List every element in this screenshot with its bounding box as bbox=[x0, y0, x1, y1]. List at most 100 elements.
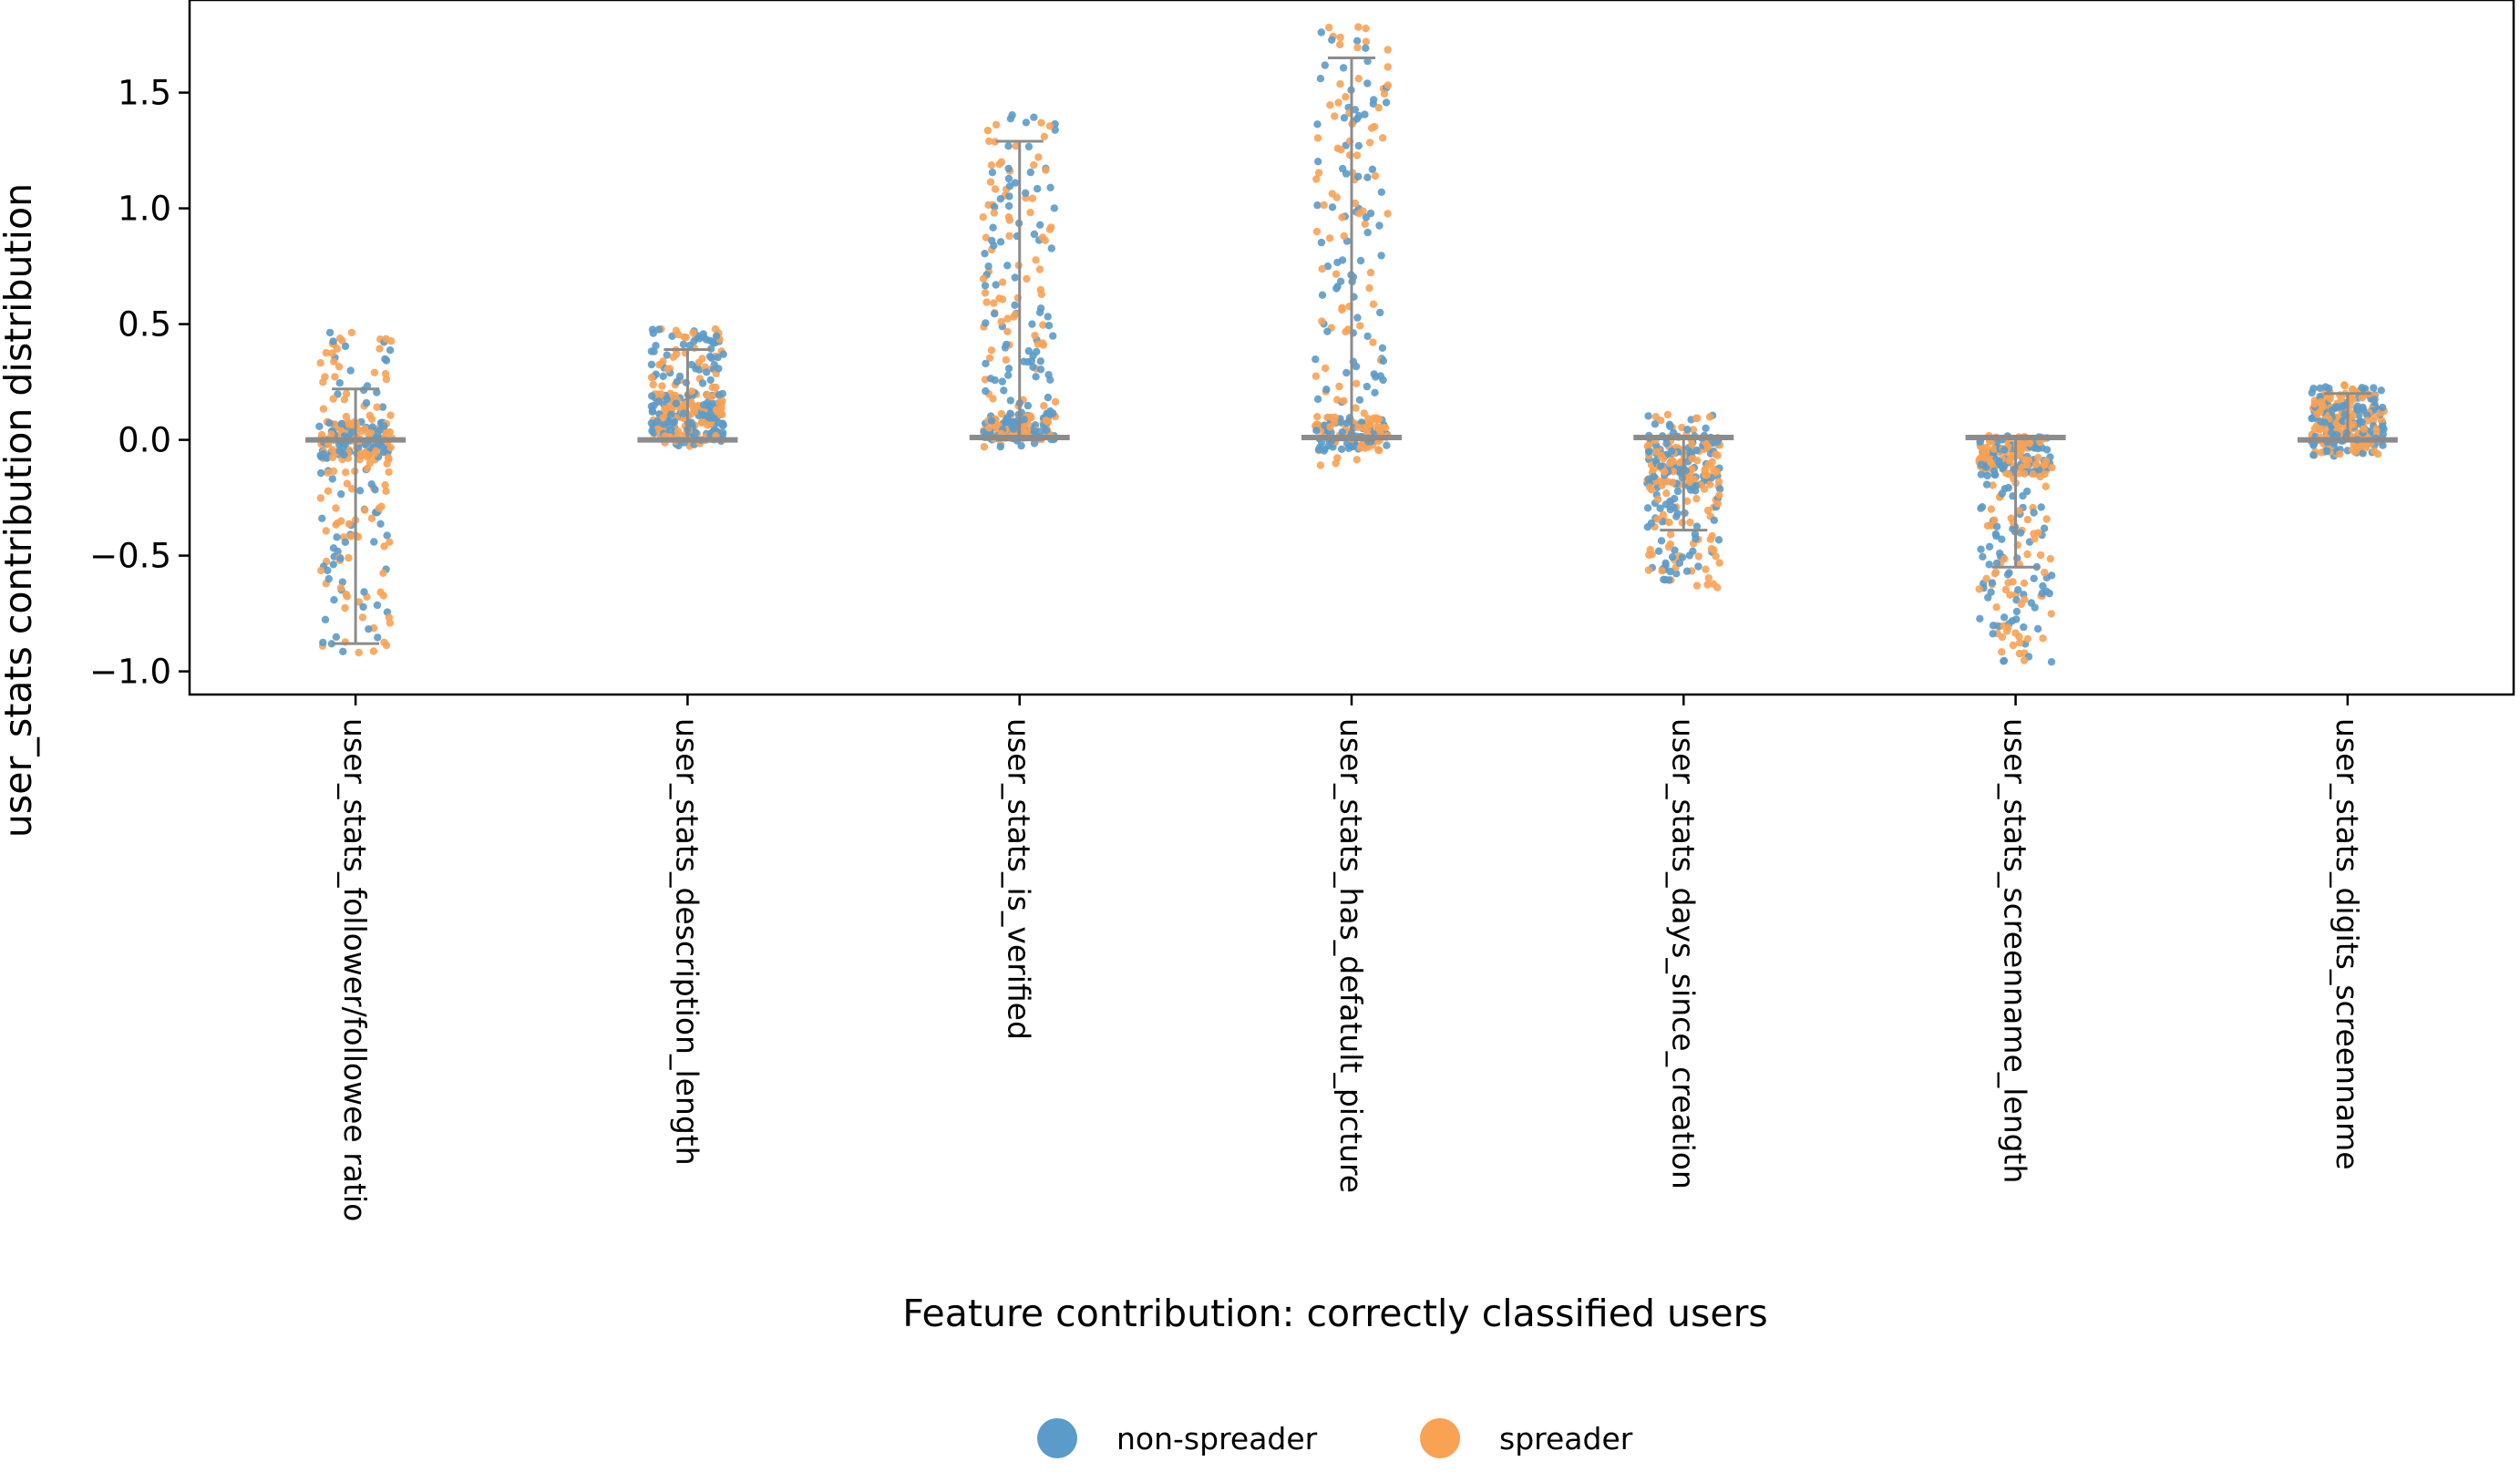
data-point bbox=[1042, 166, 1050, 174]
data-point bbox=[2037, 503, 2045, 511]
data-point bbox=[982, 319, 990, 327]
data-point bbox=[1049, 332, 1057, 340]
data-point bbox=[381, 481, 389, 489]
legend: non-spreader spreader bbox=[1037, 1418, 1633, 1458]
data-point bbox=[321, 615, 330, 623]
data-point bbox=[1665, 519, 1673, 527]
data-point bbox=[1316, 75, 1325, 83]
data-point bbox=[1035, 308, 1044, 316]
data-point bbox=[358, 613, 367, 622]
data-point bbox=[659, 414, 667, 422]
data-point bbox=[1338, 256, 1347, 264]
data-point bbox=[365, 625, 373, 633]
data-point bbox=[1363, 228, 1372, 237]
data-point bbox=[1361, 220, 1370, 228]
data-point bbox=[1313, 395, 1322, 404]
data-point bbox=[1363, 79, 1372, 87]
data-point bbox=[1003, 262, 1012, 270]
data-point bbox=[1029, 352, 1037, 360]
data-point bbox=[1998, 648, 2006, 656]
data-point bbox=[1666, 540, 1675, 549]
data-point bbox=[665, 403, 674, 411]
data-point bbox=[1031, 331, 1039, 340]
data-point bbox=[1706, 535, 1715, 543]
data-point bbox=[982, 233, 991, 242]
data-point bbox=[2349, 412, 2357, 420]
data-point bbox=[2047, 571, 2056, 580]
data-point bbox=[384, 454, 393, 462]
data-point bbox=[1371, 388, 1379, 396]
data-point bbox=[345, 520, 354, 528]
data-point bbox=[1316, 461, 1325, 469]
data-point bbox=[2000, 656, 2009, 665]
data-point bbox=[1334, 98, 1342, 107]
data-point bbox=[1375, 221, 1383, 230]
data-point bbox=[1337, 445, 1346, 453]
data-point bbox=[1040, 132, 1049, 140]
data-point bbox=[2034, 453, 2042, 462]
data-point bbox=[1337, 146, 1345, 154]
data-point bbox=[340, 450, 348, 459]
data-point bbox=[992, 120, 1001, 129]
data-point bbox=[1322, 364, 1330, 373]
data-point bbox=[2310, 425, 2319, 433]
data-point bbox=[1317, 238, 1326, 247]
data-point bbox=[1998, 489, 2006, 498]
data-point bbox=[1367, 124, 1376, 132]
data-point bbox=[667, 410, 675, 418]
data-point bbox=[1705, 413, 1714, 421]
data-point bbox=[1003, 414, 1012, 422]
data-point bbox=[1379, 356, 1388, 365]
data-point bbox=[347, 427, 356, 437]
data-point bbox=[347, 485, 356, 493]
data-point bbox=[1643, 523, 1652, 531]
data-point bbox=[2036, 472, 2044, 481]
data-point bbox=[1011, 179, 1020, 187]
data-point bbox=[382, 487, 390, 496]
data-point bbox=[2358, 417, 2366, 427]
data-point bbox=[1026, 168, 1035, 177]
data-point bbox=[1046, 183, 1054, 191]
data-point bbox=[1706, 480, 1714, 489]
data-point bbox=[1011, 301, 1019, 309]
data-point bbox=[1022, 118, 1031, 127]
data-point bbox=[1373, 416, 1381, 424]
data-point bbox=[653, 417, 662, 426]
data-point bbox=[1692, 582, 1702, 590]
data-point bbox=[1683, 426, 1692, 434]
data-point bbox=[1383, 81, 1393, 89]
data-point bbox=[1338, 305, 1346, 314]
data-point bbox=[1710, 546, 1718, 554]
data-point bbox=[2377, 416, 2386, 425]
data-point bbox=[2042, 482, 2050, 490]
data-point bbox=[1332, 396, 1342, 404]
data-point bbox=[319, 405, 328, 413]
y-axis-label: user_stats contribution distribution bbox=[0, 183, 40, 838]
data-point bbox=[1311, 355, 1320, 364]
data-point bbox=[1382, 98, 1391, 107]
data-point bbox=[654, 396, 663, 406]
data-point bbox=[1383, 63, 1392, 71]
y-axis: −1.0 −0.5 0.0 0.5 1.0 1.5 bbox=[89, 74, 190, 692]
data-point bbox=[1977, 470, 1985, 479]
data-point bbox=[329, 395, 337, 403]
data-point bbox=[379, 448, 388, 457]
data-point bbox=[317, 566, 325, 575]
data-point bbox=[2371, 447, 2379, 456]
data-point bbox=[1998, 535, 2006, 543]
data-point bbox=[2012, 607, 2021, 616]
data-point bbox=[1313, 134, 1322, 142]
data-point bbox=[1694, 552, 1703, 561]
data-point bbox=[1320, 447, 1329, 455]
data-point bbox=[1004, 164, 1013, 173]
data-point bbox=[1383, 46, 1392, 54]
data-point bbox=[711, 324, 720, 334]
data-point bbox=[341, 603, 349, 612]
data-point bbox=[346, 532, 355, 540]
data-point bbox=[335, 379, 344, 387]
data-point bbox=[981, 250, 989, 258]
data-point bbox=[1991, 470, 2000, 479]
data-point bbox=[1704, 574, 1713, 582]
data-point bbox=[658, 382, 666, 390]
data-point bbox=[1032, 373, 1040, 381]
